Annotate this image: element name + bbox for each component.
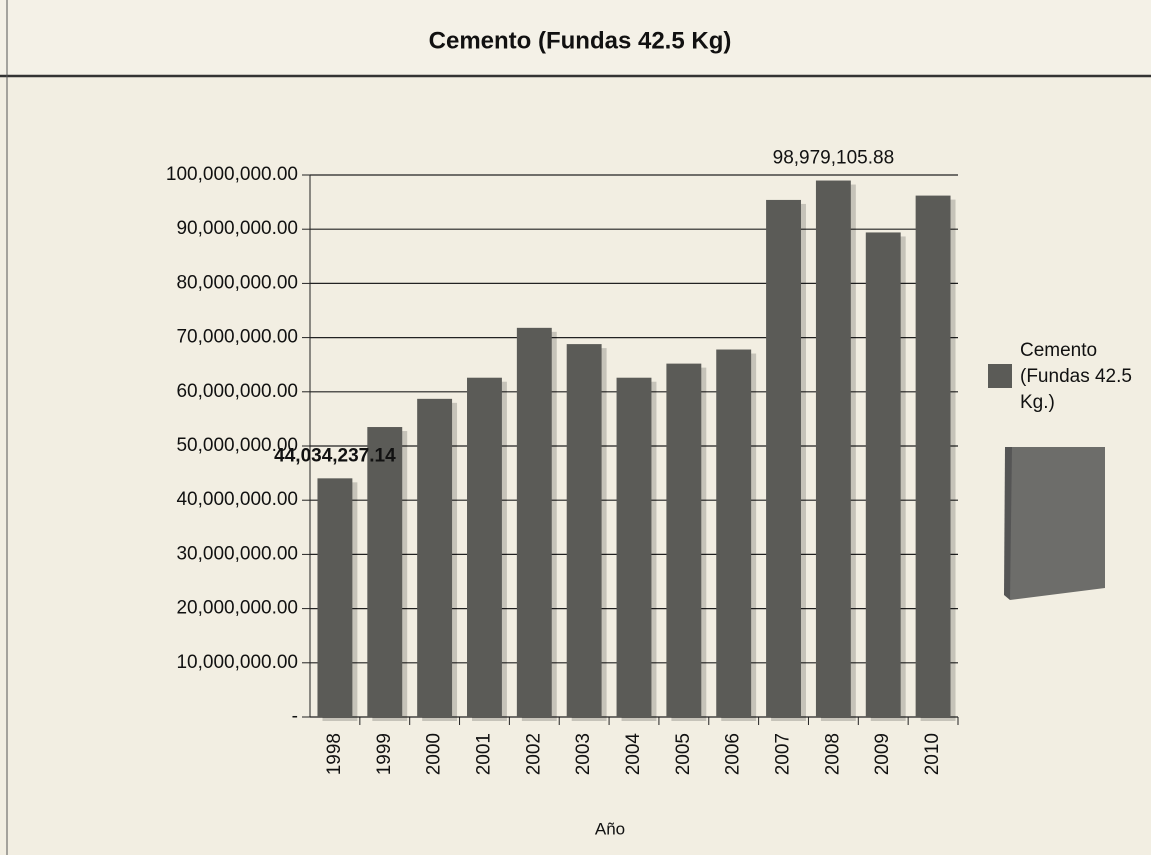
x-tick-label: 2002 [523, 733, 544, 775]
bar [317, 478, 352, 717]
bag-image [1004, 447, 1105, 600]
data-label: 98,979,105.88 [773, 148, 895, 169]
bar [567, 344, 602, 717]
x-tick-label: 2000 [424, 733, 445, 775]
x-tick-label: 2008 [822, 733, 843, 775]
bar [666, 364, 701, 717]
x-tick-label: 2010 [922, 733, 943, 775]
legend-swatch [988, 364, 1012, 388]
x-tick-label: 2004 [623, 733, 644, 776]
data-label: 44,034,237.14 [274, 445, 396, 466]
bar [517, 328, 552, 717]
y-tick-label: 80,000,000.00 [176, 272, 298, 293]
chart: Cemento (Fundas 42.5 Kg) Año - 10,000,000… [0, 0, 1151, 855]
bar [766, 200, 801, 717]
x-tick-label: 2009 [872, 733, 893, 775]
y-tick-label: 90,000,000.00 [176, 218, 298, 239]
bar [866, 232, 901, 717]
bar [367, 427, 402, 717]
bar [417, 399, 452, 717]
legend: Cemento (Fundas 42.5 Kg.) [1020, 338, 1140, 416]
x-tick-label: 1998 [324, 733, 345, 775]
y-tick-label: 70,000,000.00 [176, 327, 298, 348]
bar [617, 378, 652, 717]
bar [467, 378, 502, 717]
legend-label: Cemento (Fundas 42.5 Kg.) [1020, 340, 1132, 413]
x-tick-label: 2005 [673, 733, 694, 775]
y-tick-label: 20,000,000.00 [176, 598, 298, 619]
y-tick-label: 40,000,000.00 [176, 489, 298, 510]
x-tick-label: 2001 [473, 733, 494, 775]
y-tick-label: - [292, 706, 298, 727]
x-axis-title: Año [595, 819, 625, 838]
x-tick-label: 2006 [723, 733, 744, 775]
y-tick-label: 60,000,000.00 [176, 381, 298, 402]
x-tick-label: 1999 [374, 733, 395, 775]
chart-title: Cemento (Fundas 42.5 Kg) [429, 27, 732, 54]
y-tick-label: 100,000,000.00 [166, 164, 298, 185]
bar [716, 350, 751, 717]
y-tick-label: 10,000,000.00 [176, 652, 298, 673]
bar [816, 181, 851, 717]
y-tick-label: 30,000,000.00 [176, 543, 298, 564]
bar [916, 196, 951, 717]
x-tick-label: 2007 [773, 733, 794, 775]
page: Cemento (Fundas 42.5 Kg) Año - 10,000,000… [0, 0, 1151, 855]
x-tick-label: 2003 [573, 733, 594, 775]
